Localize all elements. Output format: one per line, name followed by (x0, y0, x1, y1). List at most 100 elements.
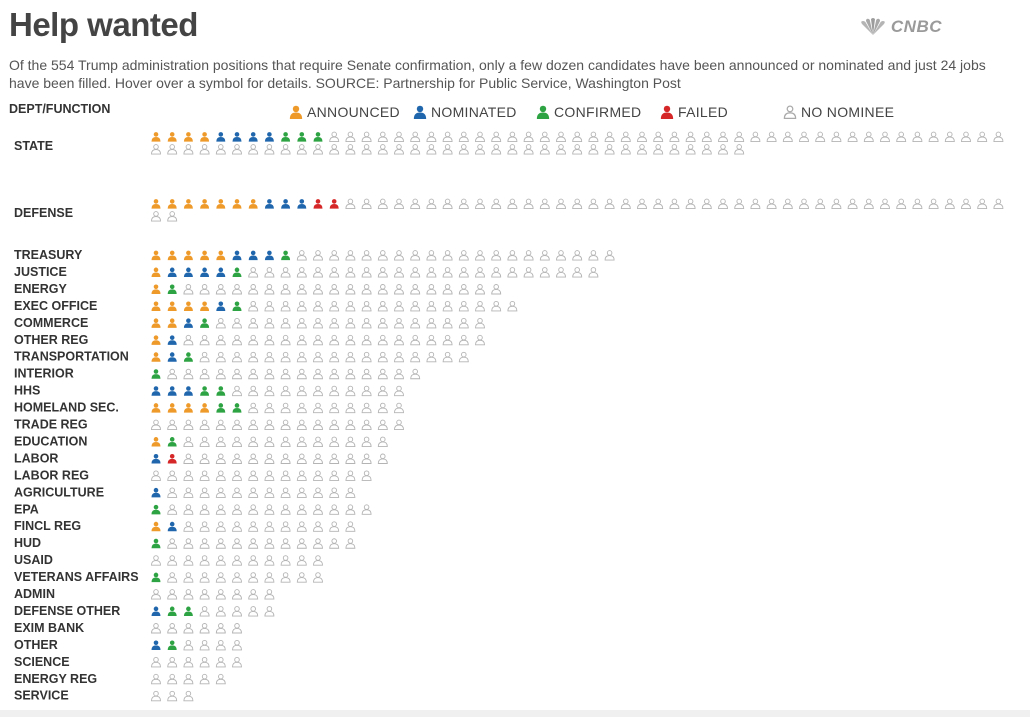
position-none[interactable] (944, 131, 955, 143)
position-none[interactable] (199, 419, 210, 431)
position-none[interactable] (394, 317, 404, 329)
position-none[interactable] (329, 504, 340, 515)
position-announced[interactable] (151, 437, 161, 447)
position-none[interactable] (183, 555, 194, 566)
position-none[interactable] (377, 453, 388, 464)
position-none[interactable] (232, 470, 242, 481)
position-none[interactable] (572, 144, 583, 155)
position-none[interactable] (442, 198, 453, 210)
position-none[interactable] (199, 334, 210, 346)
position-none[interactable] (912, 131, 923, 143)
position-none[interactable] (669, 144, 680, 155)
position-none[interactable] (183, 144, 194, 155)
position-none[interactable] (345, 131, 356, 143)
position-none[interactable] (750, 131, 761, 143)
position-nominated[interactable] (248, 132, 258, 142)
position-none[interactable] (442, 301, 453, 312)
position-none[interactable] (442, 284, 453, 295)
position-none[interactable] (345, 436, 356, 447)
position-nominated[interactable] (151, 487, 161, 498)
position-none[interactable] (880, 198, 890, 210)
position-confirmed[interactable] (216, 403, 226, 413)
position-none[interactable] (442, 250, 453, 261)
position-none[interactable] (183, 284, 194, 295)
position-none[interactable] (215, 334, 226, 346)
position-none[interactable] (280, 267, 291, 278)
position-none[interactable] (442, 131, 453, 143)
position-none[interactable] (815, 131, 826, 143)
position-none[interactable] (183, 521, 194, 532)
position-none[interactable] (215, 144, 226, 155)
position-none[interactable] (766, 198, 777, 210)
position-none[interactable] (215, 572, 226, 583)
position-none[interactable] (377, 284, 388, 295)
position-confirmed[interactable] (281, 250, 291, 261)
position-none[interactable] (313, 453, 323, 464)
position-none[interactable] (928, 198, 939, 210)
position-none[interactable] (264, 436, 275, 447)
position-none[interactable] (215, 419, 226, 431)
position-none[interactable] (313, 351, 323, 363)
position-none[interactable] (313, 419, 323, 431)
position-none[interactable] (280, 301, 291, 312)
position-none[interactable] (523, 131, 534, 143)
position-none[interactable] (296, 301, 307, 312)
position-none[interactable] (701, 198, 712, 210)
position-none[interactable] (442, 267, 453, 278)
position-none[interactable] (183, 487, 194, 498)
position-none[interactable] (264, 402, 275, 414)
position-none[interactable] (377, 317, 388, 329)
position-none[interactable] (167, 368, 178, 380)
position-none[interactable] (264, 301, 275, 312)
position-none[interactable] (491, 144, 502, 155)
position-none[interactable] (523, 144, 534, 155)
position-none[interactable] (232, 656, 242, 668)
position-confirmed[interactable] (151, 504, 161, 515)
position-none[interactable] (361, 334, 372, 346)
position-none[interactable] (280, 436, 291, 447)
position-none[interactable] (345, 521, 356, 532)
position-none[interactable] (669, 198, 680, 210)
position-none[interactable] (620, 131, 631, 143)
position-nominated[interactable] (264, 199, 274, 209)
position-none[interactable] (345, 301, 356, 312)
position-none[interactable] (961, 198, 971, 210)
position-none[interactable] (718, 144, 728, 155)
position-announced[interactable] (216, 199, 226, 209)
position-none[interactable] (280, 470, 291, 481)
position-none[interactable] (491, 198, 502, 210)
position-none[interactable] (361, 453, 372, 464)
position-none[interactable] (199, 453, 210, 464)
position-none[interactable] (734, 131, 745, 143)
position-none[interactable] (734, 198, 745, 210)
position-nominated[interactable] (264, 132, 274, 142)
position-none[interactable] (167, 623, 178, 634)
position-none[interactable] (280, 538, 291, 549)
position-none[interactable] (345, 368, 356, 380)
position-announced[interactable] (151, 199, 161, 209)
position-none[interactable] (394, 419, 404, 431)
position-none[interactable] (280, 487, 291, 498)
position-none[interactable] (556, 250, 566, 261)
position-none[interactable] (458, 131, 469, 143)
position-none[interactable] (167, 589, 178, 600)
position-none[interactable] (215, 656, 226, 668)
position-none[interactable] (410, 250, 421, 261)
position-none[interactable] (475, 284, 485, 295)
position-none[interactable] (361, 301, 372, 312)
position-confirmed[interactable] (151, 369, 161, 379)
position-none[interactable] (669, 131, 680, 143)
position-none[interactable] (313, 402, 323, 414)
position-none[interactable] (507, 301, 518, 312)
position-none[interactable] (394, 131, 404, 143)
position-none[interactable] (215, 623, 226, 634)
position-none[interactable] (199, 487, 210, 498)
position-none[interactable] (377, 385, 388, 397)
position-none[interactable] (896, 198, 907, 210)
position-none[interactable] (394, 385, 404, 397)
position-announced[interactable] (167, 301, 177, 311)
position-none[interactable] (588, 250, 599, 261)
position-none[interactable] (248, 267, 259, 278)
position-none[interactable] (151, 211, 161, 222)
position-announced[interactable] (151, 335, 161, 345)
